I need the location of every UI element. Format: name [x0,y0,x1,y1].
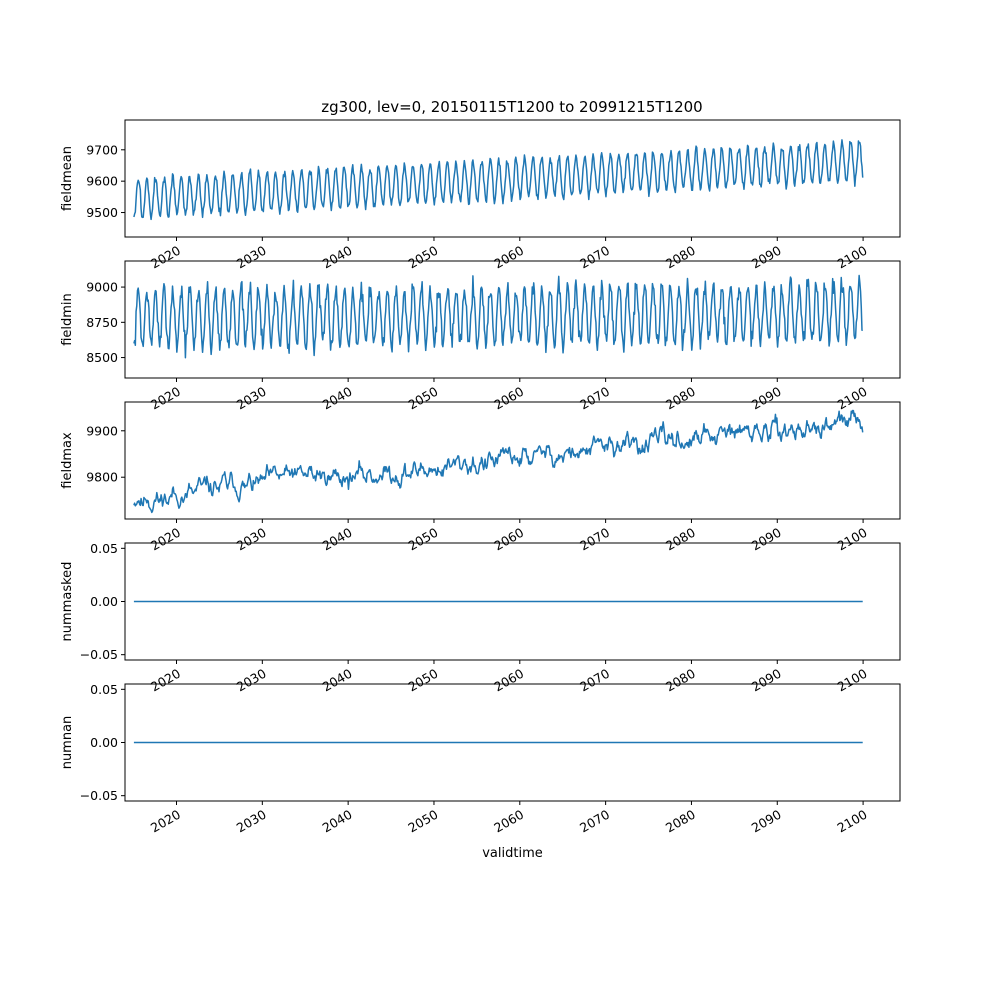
y-axis-label: fieldmean [60,146,75,211]
y-tick-label: 0.00 [90,594,118,609]
y-tick-label: 9600 [86,174,118,189]
y-tick-label: 0.05 [90,682,118,697]
y-tick-label: 8500 [86,350,118,365]
y-tick-label: −0.05 [80,647,118,662]
y-axis-label: nummasked [60,562,75,642]
axes-frame-fieldmin [124,260,901,379]
series-line-fieldmean [133,139,864,221]
y-tick-label: −0.05 [80,788,118,803]
axes-frame-fieldmean [124,119,901,238]
y-tick-label: 9700 [86,142,118,157]
y-tick-label: 0.05 [90,541,118,556]
y-tick-label: 0.00 [90,735,118,750]
y-axis-label: fieldmin [60,293,75,346]
y-axis-label: fieldmax [60,432,75,489]
y-tick-label: 9000 [86,280,118,295]
y-tick-label: 9900 [86,423,118,438]
y-tick-label: 9500 [86,205,118,220]
axes-frame-fieldmax [124,401,901,520]
chart-title: zg300, lev=0, 20150115T1200 to 20991215T… [321,98,702,116]
series-line-fieldmin [133,274,863,359]
y-tick-label: 8750 [86,315,118,330]
y-axis-label: numnan [60,716,75,770]
x-axis-label: validtime [482,846,543,861]
series-line-fieldmax [133,409,864,514]
y-tick-label: 9800 [86,470,118,485]
